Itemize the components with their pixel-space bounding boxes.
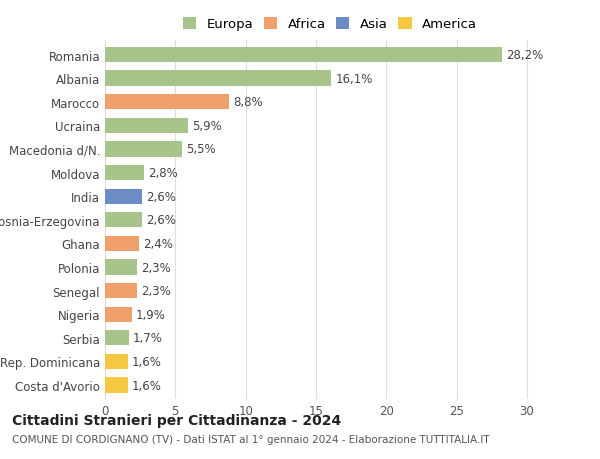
Bar xyxy=(105,118,188,134)
Bar xyxy=(105,189,142,204)
Text: 2,6%: 2,6% xyxy=(146,214,176,227)
Text: 16,1%: 16,1% xyxy=(335,73,373,85)
Text: 2,3%: 2,3% xyxy=(142,261,172,274)
Bar xyxy=(105,142,182,157)
Text: 2,4%: 2,4% xyxy=(143,237,173,250)
Bar xyxy=(105,330,129,346)
Text: 1,9%: 1,9% xyxy=(136,308,166,321)
Bar xyxy=(105,354,128,369)
Bar xyxy=(105,95,229,110)
Bar xyxy=(105,307,132,322)
Bar xyxy=(105,236,139,252)
Bar xyxy=(105,48,502,63)
Text: 2,3%: 2,3% xyxy=(142,285,172,297)
Text: 1,6%: 1,6% xyxy=(132,355,161,368)
Bar xyxy=(105,260,137,275)
Text: COMUNE DI CORDIGNANO (TV) - Dati ISTAT al 1° gennaio 2024 - Elaborazione TUTTITA: COMUNE DI CORDIGNANO (TV) - Dati ISTAT a… xyxy=(12,434,490,444)
Text: 28,2%: 28,2% xyxy=(506,49,543,62)
Bar xyxy=(105,213,142,228)
Bar xyxy=(105,71,331,87)
Text: 5,5%: 5,5% xyxy=(187,143,216,156)
Text: 2,8%: 2,8% xyxy=(149,167,178,179)
Text: 5,9%: 5,9% xyxy=(192,120,222,133)
Text: 8,8%: 8,8% xyxy=(233,96,263,109)
Bar xyxy=(105,283,137,299)
Bar xyxy=(105,378,128,393)
Text: 1,6%: 1,6% xyxy=(132,379,161,392)
Bar xyxy=(105,166,145,181)
Legend: Europa, Africa, Asia, America: Europa, Africa, Asia, America xyxy=(179,14,481,35)
Text: Cittadini Stranieri per Cittadinanza - 2024: Cittadini Stranieri per Cittadinanza - 2… xyxy=(12,413,341,427)
Text: 2,6%: 2,6% xyxy=(146,190,176,203)
Text: 1,7%: 1,7% xyxy=(133,331,163,345)
